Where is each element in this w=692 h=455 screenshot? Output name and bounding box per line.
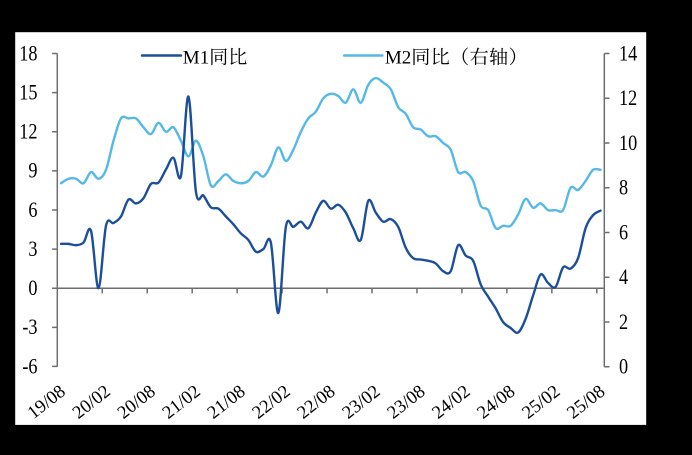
svg-text:-3: -3	[22, 316, 37, 340]
svg-text:4: 4	[619, 266, 628, 290]
svg-text:18: 18	[19, 42, 37, 66]
svg-text:12: 12	[19, 120, 37, 144]
svg-text:0: 0	[619, 355, 628, 379]
svg-text:6: 6	[619, 221, 628, 245]
svg-text:3: 3	[28, 238, 37, 262]
svg-text:M1: M1	[183, 48, 209, 69]
svg-text:12: 12	[619, 87, 637, 111]
svg-text:M2: M2	[385, 48, 411, 69]
svg-text:8: 8	[619, 176, 628, 200]
svg-text:10: 10	[619, 131, 637, 155]
svg-text:0: 0	[28, 277, 37, 301]
svg-text:6: 6	[28, 198, 37, 222]
svg-text:15: 15	[19, 81, 37, 105]
svg-text:9: 9	[28, 159, 37, 183]
svg-text:-6: -6	[22, 355, 37, 379]
svg-text:14: 14	[619, 42, 637, 66]
svg-text:2: 2	[619, 310, 628, 334]
